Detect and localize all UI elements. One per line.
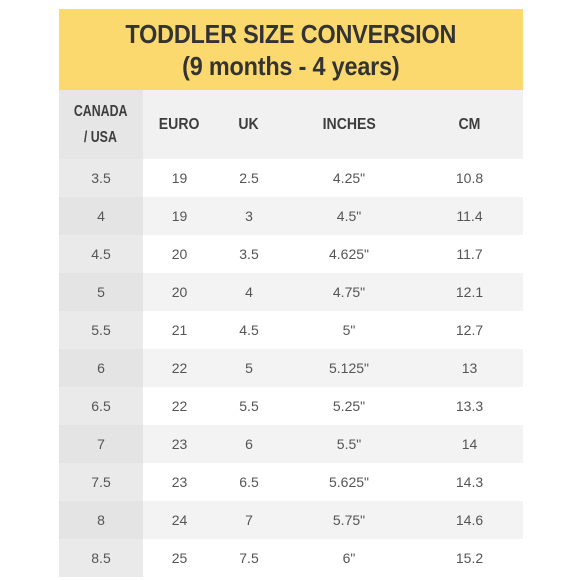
cell-euro: 20 xyxy=(143,235,216,273)
cell-canada-usa: 5 xyxy=(59,273,143,311)
table-row: 6.5 22 5.5 5.25" 13.3 xyxy=(59,387,523,425)
conversion-table: CANADA / USA EURO UK INCHES CM 3.5 19 2.5 4… xyxy=(59,90,523,577)
cell-uk: 7 xyxy=(216,501,282,539)
cell-cm: 13.3 xyxy=(416,387,523,425)
size-conversion-chart: TODDLER SIZE CONVERSION (9 months - 4 ye… xyxy=(59,9,523,577)
cell-cm: 13 xyxy=(416,349,523,387)
cell-euro: 21 xyxy=(143,311,216,349)
table-row: 6 22 5 5.125" 13 xyxy=(59,349,523,387)
cell-uk: 4 xyxy=(216,273,282,311)
cell-canada-usa: 6.5 xyxy=(59,387,143,425)
cell-uk: 6.5 xyxy=(216,463,282,501)
cell-uk: 6 xyxy=(216,425,282,463)
cell-canada-usa: 6 xyxy=(59,349,143,387)
cell-inches: 4.75" xyxy=(282,273,416,311)
cell-canada-usa: 8 xyxy=(59,501,143,539)
header-uk: UK xyxy=(216,90,282,159)
cell-canada-usa: 8.5 xyxy=(59,539,143,577)
header-cm: CM xyxy=(416,90,523,159)
cell-inches: 5" xyxy=(282,311,416,349)
cell-inches: 4.25" xyxy=(282,159,416,197)
cell-euro: 20 xyxy=(143,273,216,311)
cell-uk: 3.5 xyxy=(216,235,282,273)
table-row: 7 23 6 5.5" 14 xyxy=(59,425,523,463)
cell-inches: 5.5" xyxy=(282,425,416,463)
cell-cm: 10.8 xyxy=(416,159,523,197)
cell-canada-usa: 7.5 xyxy=(59,463,143,501)
cell-euro: 22 xyxy=(143,387,216,425)
cell-uk: 2.5 xyxy=(216,159,282,197)
cell-cm: 11.7 xyxy=(416,235,523,273)
cell-canada-usa: 7 xyxy=(59,425,143,463)
chart-subtitle: (9 months - 4 years) xyxy=(182,50,400,81)
table-row: 7.5 23 6.5 5.625" 14.3 xyxy=(59,463,523,501)
cell-canada-usa: 4 xyxy=(59,197,143,235)
cell-canada-usa: 5.5 xyxy=(59,311,143,349)
cell-euro: 25 xyxy=(143,539,216,577)
header-euro: EURO xyxy=(143,90,216,159)
table-body: 3.5 19 2.5 4.25" 10.8 4 19 3 4.5" 11.4 4.5 20 3.5 4.6… xyxy=(59,159,523,577)
cell-euro: 23 xyxy=(143,425,216,463)
cell-uk: 7.5 xyxy=(216,539,282,577)
header-canada-usa-line2: / USA xyxy=(84,128,118,146)
cell-uk: 3 xyxy=(216,197,282,235)
table-row: 4.5 20 3.5 4.625" 11.7 xyxy=(59,235,523,273)
chart-title: TODDLER SIZE CONVERSION xyxy=(125,18,457,49)
table-row: 8.5 25 7.5 6" 15.2 xyxy=(59,539,523,577)
cell-uk: 4.5 xyxy=(216,311,282,349)
cell-inches: 5.125" xyxy=(282,349,416,387)
cell-euro: 19 xyxy=(143,159,216,197)
table-row: 4 19 3 4.5" 11.4 xyxy=(59,197,523,235)
table-header-row: CANADA / USA EURO UK INCHES CM xyxy=(59,90,523,159)
cell-inches: 5.625" xyxy=(282,463,416,501)
cell-canada-usa: 4.5 xyxy=(59,235,143,273)
header-inches: INCHES xyxy=(282,90,416,159)
header-canada-usa: CANADA / USA xyxy=(59,90,143,159)
chart-header: TODDLER SIZE CONVERSION (9 months - 4 ye… xyxy=(59,9,523,90)
table-row: 3.5 19 2.5 4.25" 10.8 xyxy=(59,159,523,197)
cell-inches: 4.5" xyxy=(282,197,416,235)
cell-euro: 24 xyxy=(143,501,216,539)
table-row: 5.5 21 4.5 5" 12.7 xyxy=(59,311,523,349)
cell-uk: 5.5 xyxy=(216,387,282,425)
cell-canada-usa: 3.5 xyxy=(59,159,143,197)
table-row: 5 20 4 4.75" 12.1 xyxy=(59,273,523,311)
cell-inches: 4.625" xyxy=(282,235,416,273)
header-canada-usa-line1: CANADA xyxy=(74,102,128,120)
cell-uk: 5 xyxy=(216,349,282,387)
cell-inches: 5.25" xyxy=(282,387,416,425)
cell-euro: 22 xyxy=(143,349,216,387)
cell-cm: 14.3 xyxy=(416,463,523,501)
cell-cm: 14 xyxy=(416,425,523,463)
cell-inches: 6" xyxy=(282,539,416,577)
cell-cm: 15.2 xyxy=(416,539,523,577)
cell-cm: 12.1 xyxy=(416,273,523,311)
cell-cm: 11.4 xyxy=(416,197,523,235)
cell-cm: 14.6 xyxy=(416,501,523,539)
cell-inches: 5.75" xyxy=(282,501,416,539)
cell-euro: 23 xyxy=(143,463,216,501)
table-row: 8 24 7 5.75" 14.6 xyxy=(59,501,523,539)
cell-euro: 19 xyxy=(143,197,216,235)
cell-cm: 12.7 xyxy=(416,311,523,349)
